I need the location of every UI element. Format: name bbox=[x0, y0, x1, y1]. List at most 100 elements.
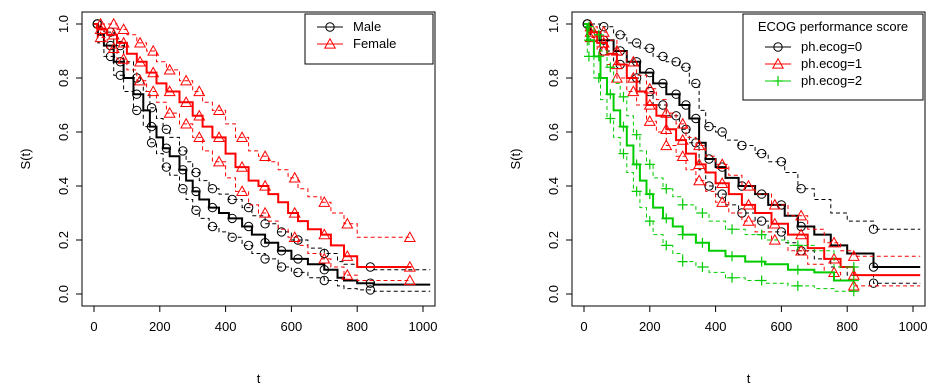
censor-marker bbox=[717, 127, 727, 137]
censor-marker bbox=[319, 265, 329, 275]
legend-label: Female bbox=[353, 36, 396, 51]
censor-marker bbox=[792, 280, 803, 291]
ci-lower-line bbox=[94, 23, 412, 281]
censor-marker bbox=[643, 98, 656, 110]
censor-marker bbox=[236, 185, 249, 197]
censor-marker bbox=[227, 213, 237, 224]
censor-marker bbox=[178, 146, 188, 156]
censor-marker bbox=[147, 44, 160, 56]
censor-marker bbox=[618, 91, 629, 102]
censor-marker bbox=[697, 237, 708, 248]
censor-marker bbox=[716, 158, 729, 170]
censor-marker bbox=[207, 221, 218, 232]
censor-marker bbox=[756, 216, 767, 226]
censor-marker bbox=[605, 113, 616, 124]
censor-marker bbox=[693, 158, 706, 170]
censor-marker bbox=[191, 186, 201, 197]
censor-marker bbox=[676, 133, 689, 145]
censor-marker bbox=[795, 209, 808, 221]
legend-label: ph.ecog=1 bbox=[801, 56, 862, 71]
censor-marker bbox=[117, 52, 130, 64]
ci-lower-line bbox=[584, 23, 854, 292]
censor-marker bbox=[115, 70, 126, 81]
censor-marker bbox=[403, 274, 416, 286]
censor-marker bbox=[610, 71, 623, 83]
censor-marker bbox=[132, 105, 142, 116]
censor-marker bbox=[868, 278, 879, 288]
censor-marker bbox=[660, 123, 673, 134]
legend-marker bbox=[773, 76, 783, 86]
y-tick-label: 0.8 bbox=[56, 69, 71, 87]
censor-marker bbox=[593, 51, 604, 62]
censor-marker bbox=[134, 36, 147, 48]
y-axis-label: S(t) bbox=[18, 149, 33, 170]
censor-marker bbox=[593, 29, 604, 40]
censor-marker bbox=[631, 129, 642, 140]
censor-marker bbox=[756, 229, 767, 240]
survival-line bbox=[584, 23, 921, 277]
survival-line bbox=[584, 23, 921, 268]
survival-line bbox=[584, 23, 854, 282]
x-tick-label: 0 bbox=[580, 319, 587, 334]
censor-marker bbox=[661, 240, 672, 251]
plot-frame bbox=[571, 11, 926, 307]
censor-marker bbox=[227, 194, 237, 205]
censor-marker bbox=[768, 233, 781, 245]
ci-lower-line bbox=[94, 23, 431, 292]
censor-marker bbox=[193, 131, 206, 143]
censor-marker bbox=[163, 85, 176, 97]
y-tick-label: 0.0 bbox=[546, 285, 561, 303]
ci-upper-line bbox=[94, 23, 412, 238]
censor-marker bbox=[677, 229, 688, 240]
censor-marker bbox=[259, 150, 272, 161]
censor-marker bbox=[597, 25, 610, 37]
censor-marker bbox=[756, 275, 767, 286]
censor-marker bbox=[243, 221, 254, 232]
censor-marker bbox=[848, 275, 859, 286]
x-tick-label: 400 bbox=[215, 319, 237, 334]
censor-marker bbox=[605, 62, 616, 73]
legend: ECOG performance score ph.ecog=0 ph.ecog=1… bbox=[742, 13, 924, 101]
censor-marker bbox=[161, 143, 172, 153]
censor-marker bbox=[768, 198, 781, 210]
censor-marker bbox=[115, 57, 126, 67]
censor-marker bbox=[403, 260, 416, 272]
censor-marker bbox=[610, 58, 623, 70]
legend-entry: ph.ecog=0 bbox=[765, 39, 862, 54]
censor-marker bbox=[293, 254, 303, 264]
censor-marker bbox=[288, 231, 301, 242]
censor-marker bbox=[193, 85, 206, 97]
censor-marker bbox=[756, 256, 767, 267]
censor-marker bbox=[212, 155, 226, 167]
censor-marker bbox=[697, 208, 708, 218]
censor-marker bbox=[259, 179, 272, 191]
censor-marker bbox=[693, 174, 706, 186]
censor-marker bbox=[827, 236, 841, 248]
censor-marker bbox=[631, 38, 642, 48]
legend-entry: Female bbox=[317, 36, 396, 51]
ci-upper-line bbox=[584, 23, 921, 257]
censor-marker bbox=[180, 96, 193, 107]
censor-marker bbox=[631, 159, 642, 170]
legend-marker bbox=[325, 22, 335, 32]
x-tick-label: 1000 bbox=[899, 319, 928, 334]
censor-marker bbox=[742, 214, 755, 226]
censor-marker bbox=[227, 232, 237, 243]
censor-marker bbox=[661, 183, 672, 194]
x-tick-label: 400 bbox=[705, 319, 727, 334]
censor-marker bbox=[697, 262, 708, 272]
censor-marker bbox=[742, 179, 755, 191]
y-tick-label: 0.4 bbox=[56, 177, 71, 195]
censor-marker bbox=[693, 139, 706, 151]
censor-marker bbox=[161, 124, 172, 135]
censor-marker bbox=[134, 74, 147, 86]
censor-marker bbox=[671, 89, 681, 99]
censor-marker bbox=[716, 195, 729, 207]
censor-marker bbox=[191, 205, 201, 216]
censor-marker bbox=[178, 165, 188, 175]
censor-marker bbox=[792, 264, 803, 275]
censor-marker bbox=[676, 150, 689, 161]
censor-marker bbox=[107, 17, 120, 29]
censor-marker bbox=[737, 140, 747, 151]
